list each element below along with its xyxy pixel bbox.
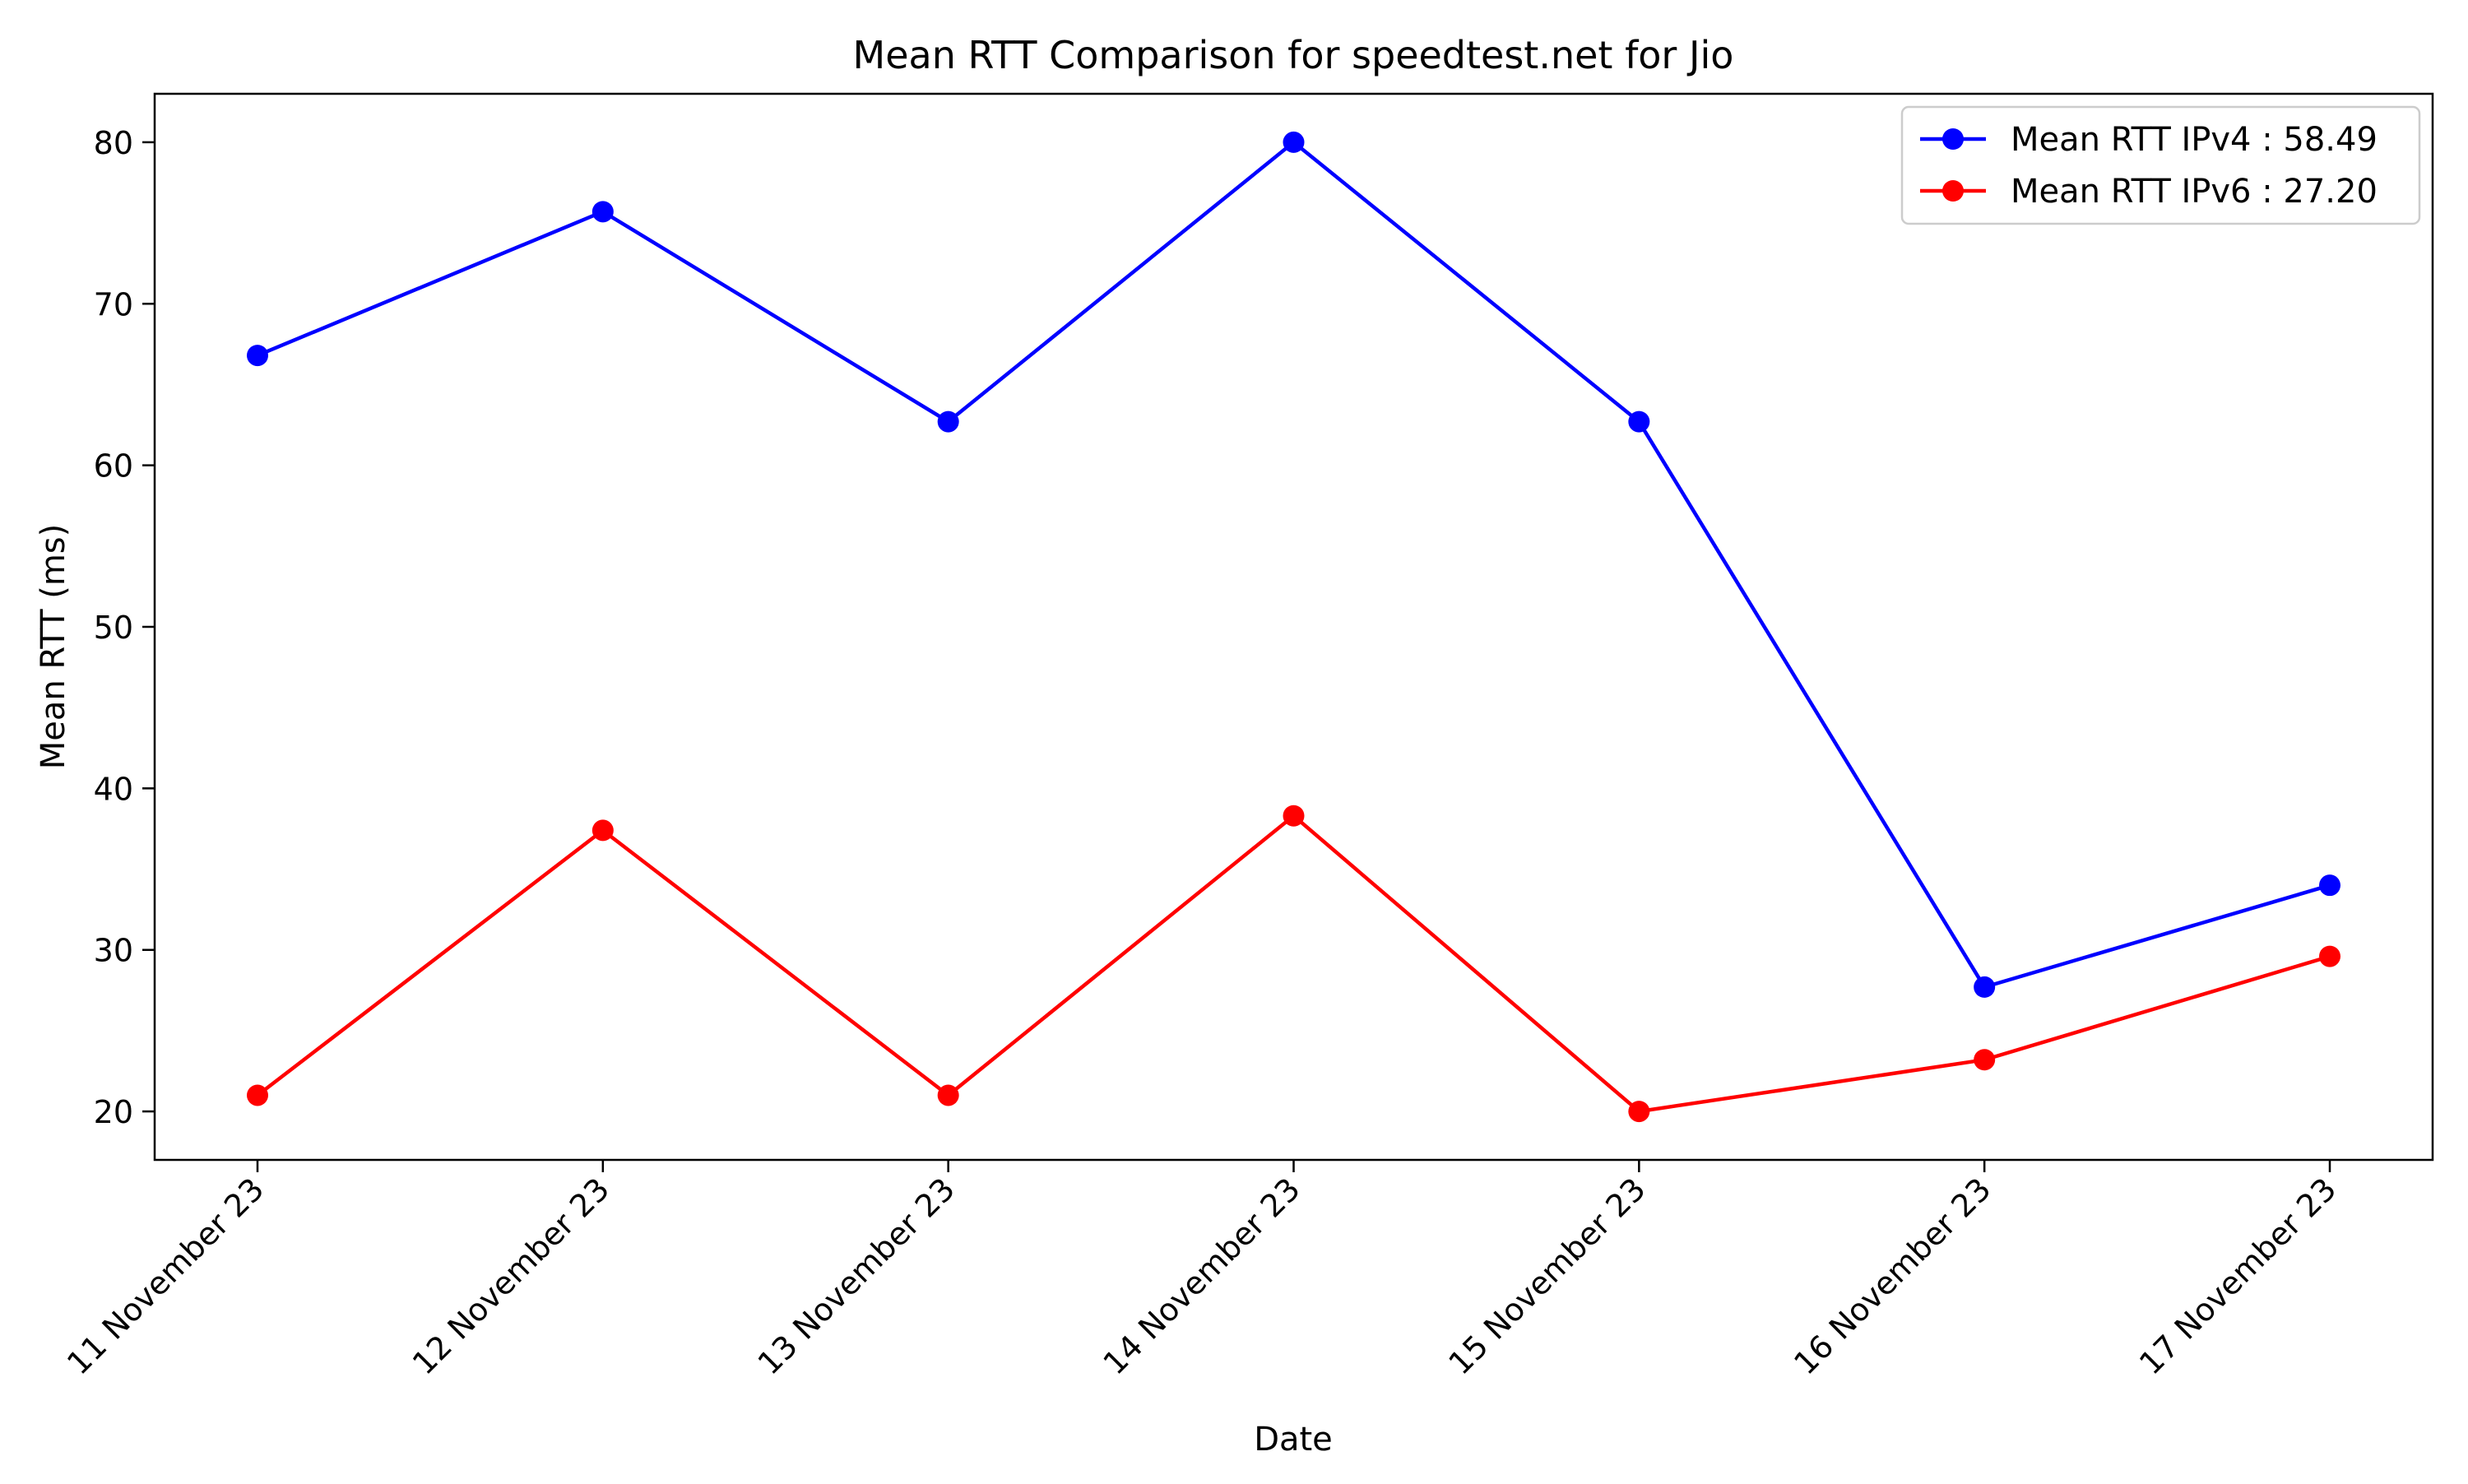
legend-box — [1900, 105, 2421, 225]
legend-marker — [1942, 180, 1964, 202]
y-tick-label: 70 — [94, 286, 133, 322]
data-point — [591, 819, 614, 842]
y-tick-label: 30 — [94, 933, 133, 969]
x-axis-label: Date — [1254, 1421, 1333, 1458]
legend-marker — [1942, 128, 1964, 150]
y-tick-label: 80 — [94, 125, 133, 161]
data-point — [1628, 410, 1650, 433]
data-point — [1628, 1101, 1650, 1123]
chart-title: Mean RTT Comparison for speedtest.net fo… — [853, 33, 1734, 77]
y-tick-label: 20 — [94, 1094, 133, 1130]
data-point — [937, 1084, 959, 1106]
data-point — [1283, 131, 1305, 153]
y-tick-label: 50 — [94, 610, 133, 646]
data-point — [591, 201, 614, 223]
data-point — [1283, 805, 1305, 827]
data-point — [937, 410, 959, 433]
y-tick-label: 40 — [94, 771, 133, 807]
y-axis-label: Mean RTT (ms) — [35, 524, 72, 769]
y-tick-label: 60 — [94, 448, 133, 485]
plot-frame — [153, 92, 2434, 1162]
data-point — [1974, 1049, 1996, 1071]
legend-label: Mean RTT IPv6 : 27.20 — [2011, 173, 2378, 211]
legend: Mean RTT IPv4 : 58.49 Mean RTT IPv6 : 27.… — [1900, 105, 2421, 225]
data-point — [2319, 945, 2340, 967]
data-point — [2319, 874, 2340, 897]
data-point — [247, 1084, 268, 1106]
data-point — [1974, 976, 1996, 998]
legend-label: Mean RTT IPv4 : 58.49 — [2011, 121, 2378, 159]
data-point — [247, 345, 268, 367]
